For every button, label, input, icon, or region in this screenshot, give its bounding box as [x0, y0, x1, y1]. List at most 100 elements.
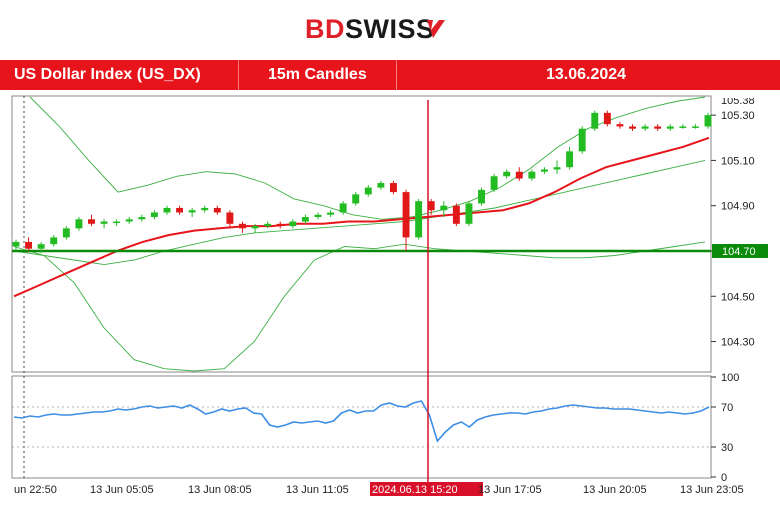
candle-body — [704, 115, 712, 127]
candle — [377, 180, 385, 190]
candle — [440, 201, 448, 218]
rsi-y-tick-label: 0 — [721, 472, 727, 484]
candle-body — [301, 217, 309, 222]
candle-body — [540, 169, 548, 172]
candle-body — [629, 126, 636, 129]
candle — [478, 187, 485, 206]
candle-body — [553, 167, 561, 170]
x-tick-label: 13 Jun 08:05 — [188, 484, 252, 496]
candle-body — [616, 124, 624, 127]
candle — [666, 124, 674, 131]
candle-body — [327, 212, 335, 215]
chart-header-bar: US Dollar Index (US_DX) 15m Candles 13.0… — [0, 60, 780, 90]
candle-body — [213, 207, 221, 213]
y-tick-label: 105.30 — [721, 110, 755, 122]
candle-body — [691, 126, 699, 128]
moving-average-line — [13, 136, 710, 298]
candle-body — [150, 212, 158, 218]
x-tick-label: 13 Jun 17:05 — [478, 484, 542, 496]
candle-body — [679, 126, 687, 128]
y-tick-label: 104.50 — [721, 291, 755, 303]
candle-body — [188, 210, 196, 213]
candle-body — [377, 183, 385, 188]
candle-body — [364, 187, 372, 195]
candle-body — [25, 241, 33, 249]
candle — [603, 110, 611, 127]
level-price-label: 104.70 — [722, 246, 756, 258]
candle — [264, 221, 272, 229]
candle-body — [100, 221, 108, 224]
x-tick-label: 13 Jun 20:05 — [583, 484, 647, 496]
brand-wordmark: BDSWISS — [305, 14, 435, 45]
rsi-panel-frame — [11, 375, 712, 479]
candle-body — [666, 126, 674, 129]
candle — [50, 235, 58, 247]
candle-body — [239, 223, 246, 229]
instrument-title: US Dollar Index (US_DX) — [14, 66, 201, 83]
candle-body — [566, 151, 574, 168]
candle — [515, 167, 523, 181]
lower-band-line — [13, 241, 706, 372]
candle-body — [251, 226, 259, 229]
x-tick-label: 13 Jun 05:05 — [90, 484, 154, 496]
candle-body — [478, 189, 485, 204]
header-divider — [396, 60, 397, 90]
candle — [213, 205, 221, 215]
candle — [427, 198, 435, 215]
candle-body — [415, 201, 423, 238]
candle — [251, 223, 259, 233]
candle — [12, 239, 20, 251]
candle — [352, 192, 360, 206]
price-panel-frame — [11, 95, 712, 373]
candle-body — [163, 207, 171, 213]
candle-body — [654, 126, 662, 129]
x-tick-label: 13 Jun 23:05 — [680, 484, 744, 496]
candle — [327, 210, 335, 218]
candle-body — [465, 203, 473, 224]
candle — [402, 189, 410, 251]
candle — [591, 110, 599, 131]
candle — [188, 207, 196, 218]
candle — [629, 124, 636, 131]
candle — [301, 214, 309, 224]
y-tick-label: 105.10 — [721, 155, 755, 167]
x-tick-label: 13 Jun 11:05 — [286, 484, 349, 496]
candle-body — [50, 237, 58, 245]
candle — [75, 217, 83, 231]
candle — [364, 185, 372, 197]
rsi-line — [13, 400, 710, 443]
candle — [389, 180, 397, 195]
candle-body — [62, 228, 70, 238]
brand-part-1: BD — [305, 14, 345, 44]
candle — [578, 126, 586, 154]
candle — [465, 201, 473, 227]
rsi-y-tick-label: 30 — [721, 442, 733, 454]
upper-band-line — [29, 96, 706, 220]
candle — [540, 167, 548, 174]
candle — [226, 210, 234, 229]
header-divider — [238, 60, 239, 90]
candle — [415, 198, 423, 240]
candle-body — [276, 223, 284, 227]
axis-mask — [712, 90, 780, 98]
candle — [641, 124, 649, 131]
y-tick-label: 104.90 — [721, 201, 755, 213]
candle-body — [352, 194, 360, 204]
candle — [176, 205, 184, 215]
brand-part-2: SWISS — [345, 14, 435, 44]
x-tick-label: un 22:50 — [14, 484, 57, 496]
candle-body — [264, 223, 272, 227]
timeframe-label: 15m Candles — [268, 66, 367, 83]
rsi-y-tick-label: 100 — [721, 372, 739, 384]
candle-body — [138, 217, 146, 220]
candle-body — [389, 183, 397, 193]
candle-body — [75, 219, 83, 229]
candle — [553, 160, 561, 174]
date-label: 13.06.2024 — [546, 66, 627, 83]
x-label-highlight — [370, 482, 483, 496]
candle — [276, 221, 284, 229]
y-tick-label: 104.30 — [721, 337, 755, 349]
candle-body — [125, 219, 133, 222]
candle — [490, 173, 498, 193]
candle — [528, 169, 536, 181]
